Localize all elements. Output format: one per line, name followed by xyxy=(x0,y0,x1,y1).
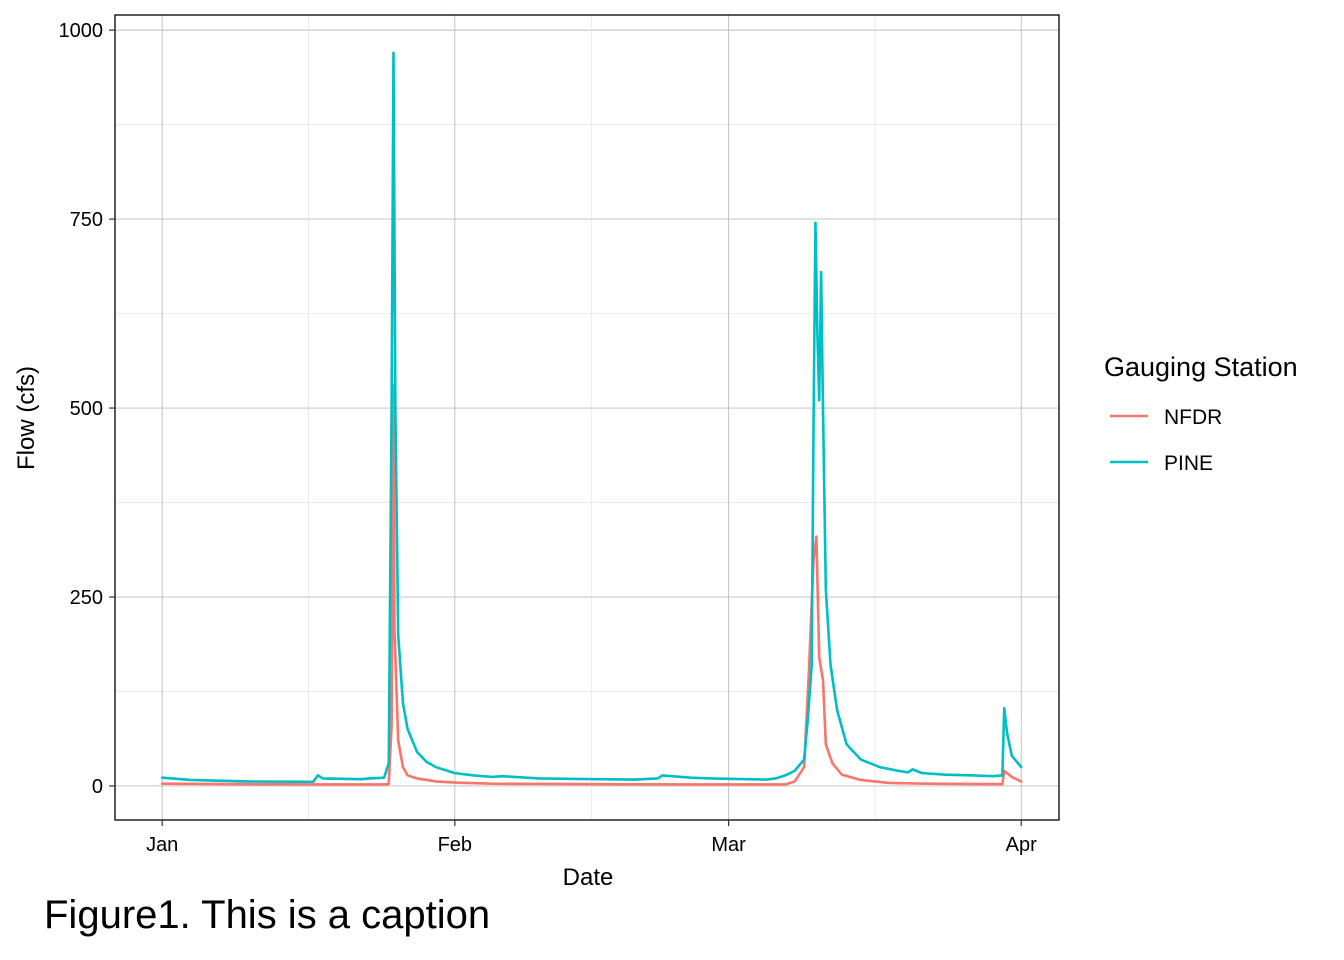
legend-label-pine: PINE xyxy=(1164,452,1213,475)
series-line-nfdr xyxy=(160,384,1023,786)
x-tick-label: Mar xyxy=(711,834,746,856)
y-tick-label: 1000 xyxy=(59,20,104,42)
y-axis-title: Flow (cfs) xyxy=(13,366,40,470)
y-tick-label: 750 xyxy=(70,209,103,231)
legend-label-nfdr: NFDR xyxy=(1164,406,1222,429)
x-tick-label: Feb xyxy=(438,834,472,856)
legend-item-nfdr: NFDR xyxy=(1110,406,1222,429)
plot-panel-border xyxy=(114,14,1060,821)
series-lines xyxy=(160,51,1023,786)
legend-item-pine: PINE xyxy=(1110,452,1213,475)
x-axis-title: Date xyxy=(563,864,614,891)
legend-title: Gauging Station xyxy=(1104,352,1298,382)
y-tick-label: 250 xyxy=(70,587,103,609)
axes: 0 250 500 750 1000 Jan Feb Mar Apr xyxy=(59,20,1038,856)
y-tick-label: 500 xyxy=(70,398,103,420)
series-line-pine xyxy=(160,51,1023,784)
legend: Gauging Station NFDR PINE xyxy=(1104,352,1298,475)
figure-caption: Figure1. This is a caption xyxy=(44,893,491,937)
y-tick-label: 0 xyxy=(92,776,103,798)
x-tick-label: Apr xyxy=(1006,834,1037,856)
x-tick-label: Jan xyxy=(146,834,178,856)
grid-lines xyxy=(115,15,1059,820)
